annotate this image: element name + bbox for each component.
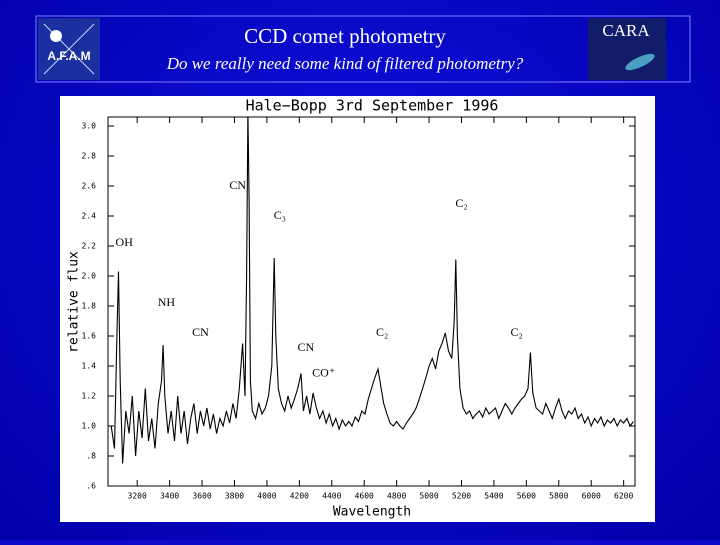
x-tick-label: 3800 [225, 492, 244, 501]
x-axis-label: Wavelength [333, 505, 411, 520]
x-tick-label: 3600 [192, 492, 211, 501]
x-tick-label: 5400 [484, 492, 503, 501]
annotation: C₂ [511, 325, 523, 339]
annotation: C₃ [274, 208, 286, 222]
x-tick-label: 6200 [614, 492, 633, 501]
annotation: NH [158, 295, 176, 309]
x-tick-label: 5800 [549, 492, 568, 501]
x-tick-label: 4800 [387, 492, 406, 501]
x-tick-label: 4400 [322, 492, 341, 501]
annotation: CN [297, 340, 314, 354]
slide-title: CCD comet photometry [244, 24, 446, 48]
logo-star [50, 30, 62, 42]
slide-subtitle: Do we really need some kind of filtered … [166, 54, 524, 73]
annotation: CN [229, 178, 246, 192]
y-tick-label: 2.4 [82, 212, 97, 221]
annotation: CN [192, 325, 209, 339]
annotation: C₂ [376, 325, 388, 339]
y-tick-label: 3.0 [82, 122, 97, 131]
plot-area [110, 117, 634, 464]
y-tick-label: 1.6 [82, 332, 97, 341]
y-axis-label: relative flux [67, 251, 82, 353]
y-tick-label: 1.2 [82, 392, 97, 401]
comet [625, 53, 655, 71]
annotation: OH [116, 235, 134, 249]
y-tick-label: 2.8 [82, 152, 97, 161]
x-tick-label: 4600 [355, 492, 374, 501]
chart-panel [60, 96, 655, 522]
y-tick-label: 1.4 [82, 362, 97, 371]
y-tick-label: 1.0 [82, 422, 97, 431]
y-tick-label: 2.6 [82, 182, 97, 191]
logo-star [43, 23, 95, 75]
annotation: CO⁺ [312, 365, 335, 379]
x-tick-label: 6000 [582, 492, 601, 501]
x-tick-label: 3200 [128, 492, 147, 501]
left-logo-text: A.F.A.M [47, 49, 90, 63]
right-logo-text: CARA [602, 21, 650, 40]
y-tick-label: 2.2 [82, 242, 97, 251]
y-tick-label: .6 [86, 482, 96, 491]
x-tick-label: 5000 [419, 492, 438, 501]
x-tick-label: 5200 [452, 492, 471, 501]
spectrum-line [110, 117, 634, 464]
x-tick-label: 3400 [160, 492, 179, 501]
x-tick-label: 4000 [257, 492, 276, 501]
y-tick-label: 2.0 [82, 272, 97, 281]
annotation: C₂ [455, 196, 467, 210]
x-tick-label: 4200 [290, 492, 309, 501]
y-tick-label: .8 [86, 452, 96, 461]
plot-frame [107, 116, 636, 487]
y-tick-label: 1.8 [82, 302, 97, 311]
header-box [35, 15, 691, 83]
chart-title: Hale−Bopp 3rd September 1996 [246, 97, 499, 115]
x-tick-label: 5600 [517, 492, 536, 501]
